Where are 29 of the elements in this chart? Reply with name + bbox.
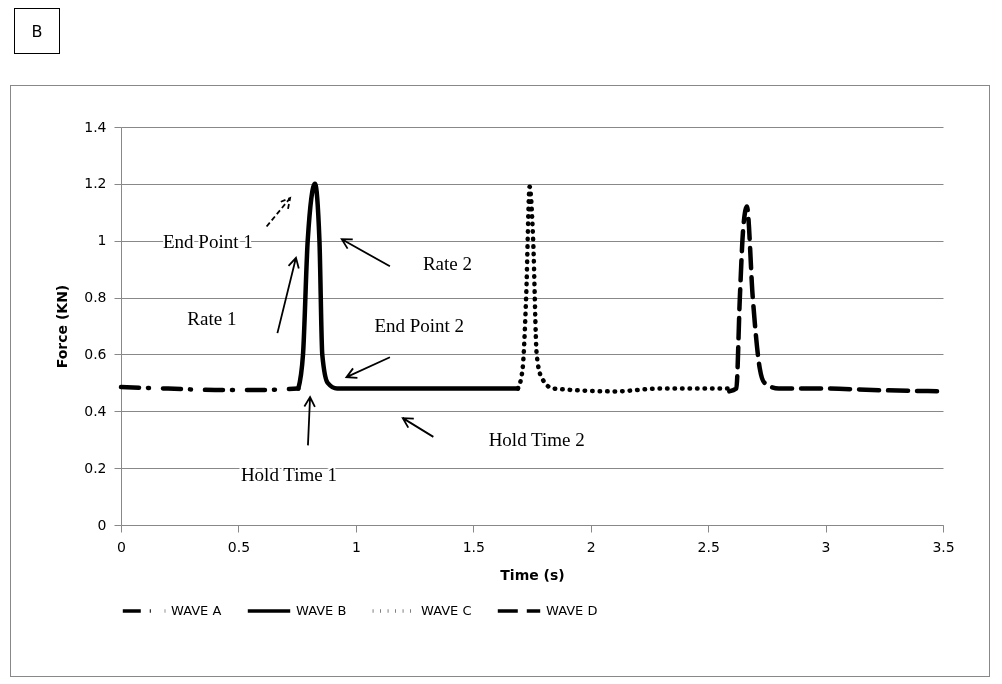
- y-tick-label: 0.6: [84, 345, 107, 362]
- y-tick-label: 0.8: [84, 289, 107, 306]
- x-tick-label: 2: [586, 538, 596, 555]
- legend-label: WAVE C: [421, 603, 472, 618]
- x-tick-label: 3.5: [932, 538, 955, 555]
- y-tick-label: 1.2: [84, 175, 107, 192]
- x-axis-title: Time (s): [500, 566, 565, 583]
- annotation: Hold Time 2: [488, 428, 585, 450]
- legend-label: WAVE B: [296, 603, 347, 618]
- annotation: Rate 1: [187, 307, 237, 329]
- x-tick-label: 1: [351, 538, 361, 555]
- y-tick-label: 0: [97, 516, 107, 533]
- annotation: End Point 1: [163, 230, 253, 252]
- y-tick-label: 0.4: [84, 402, 107, 419]
- y-tick-label: 1.4: [84, 118, 107, 135]
- x-tick-label: 2.5: [697, 538, 720, 555]
- annotation: End Point 2: [374, 315, 465, 336]
- legend-label: WAVE D: [546, 603, 598, 618]
- x-tick-label: 1.5: [462, 538, 485, 555]
- x-tick-label: 0: [117, 538, 126, 555]
- annotation: Rate 2: [422, 253, 472, 275]
- y-tick-label: 1: [97, 232, 107, 249]
- y-axis-title: Force (KN): [54, 284, 71, 369]
- chart-title: B: [14, 8, 60, 54]
- x-tick-label: 0.5: [227, 538, 251, 555]
- y-tick-label: 0.2: [84, 459, 107, 476]
- annotation: Hold Time 1: [240, 463, 337, 485]
- legend-label: WAVE A: [171, 603, 222, 618]
- x-tick-label: 3: [821, 538, 831, 555]
